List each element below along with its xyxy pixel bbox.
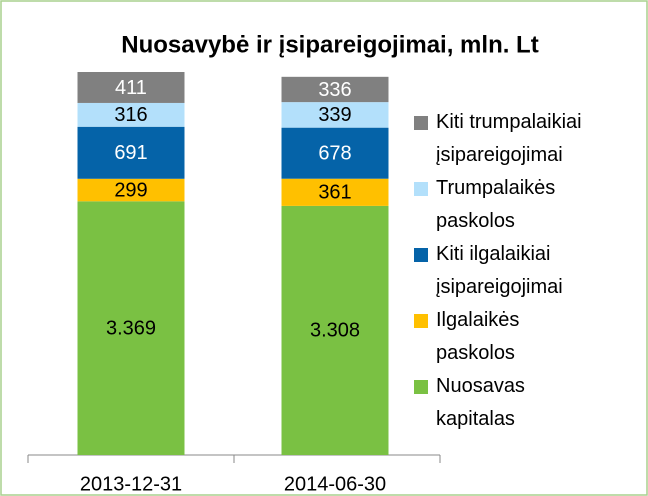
bar-segment xyxy=(77,201,185,455)
data-label: 361 xyxy=(318,182,351,204)
data-label: 316 xyxy=(114,104,147,126)
chart-title: Nuosavybė ir įsipareigojimai, mln. Lt xyxy=(121,31,538,58)
legend-label: Ilgalaikės paskolos xyxy=(436,309,520,364)
x-tick-label: 2014-06-30 xyxy=(284,473,386,495)
bar-segment xyxy=(77,126,185,179)
data-label: 336 xyxy=(318,79,351,101)
bar-segment xyxy=(77,102,185,127)
bar-segment xyxy=(77,178,185,202)
legend: Kiti trumpalaikiai įsipareigojimai Trumpa… xyxy=(414,106,644,436)
bar-segment xyxy=(77,72,185,103)
legend-label: Nuosavas kapitalas xyxy=(436,375,525,430)
bar-segment xyxy=(281,76,389,103)
data-label: 678 xyxy=(318,142,351,164)
legend-item: Kiti ilgalaikiai įsipareigojimai xyxy=(414,238,644,304)
legend-label: Kiti trumpalaikiai įsipareigojimai xyxy=(436,111,582,166)
legend-item: Trumpalaikės paskolos xyxy=(414,172,644,238)
data-label: 691 xyxy=(114,142,147,164)
bar-segment xyxy=(281,102,389,128)
x-tick-label: 2013-12-31 xyxy=(80,473,182,495)
legend-swatch xyxy=(414,116,428,130)
legend-swatch xyxy=(414,248,428,262)
legend-swatch xyxy=(414,380,428,394)
data-label: 3.369 xyxy=(106,317,156,339)
bar-segment xyxy=(281,127,389,179)
data-label: 339 xyxy=(318,104,351,126)
legend-label: Kiti ilgalaikiai įsipareigojimai xyxy=(436,243,563,298)
legend-item: Ilgalaikės paskolos xyxy=(414,304,644,370)
bar-segment xyxy=(281,178,389,206)
legend-item: Kiti trumpalaikiai įsipareigojimai xyxy=(414,106,644,172)
legend-label: Trumpalaikės paskolos xyxy=(436,177,556,232)
bar-segment xyxy=(281,205,389,455)
legend-swatch xyxy=(414,182,428,196)
data-label: 411 xyxy=(115,77,147,99)
data-label: 3.308 xyxy=(310,320,360,342)
data-label: 299 xyxy=(114,179,147,201)
legend-item: Nuosavas kapitalas xyxy=(414,370,644,436)
legend-swatch xyxy=(414,314,428,328)
